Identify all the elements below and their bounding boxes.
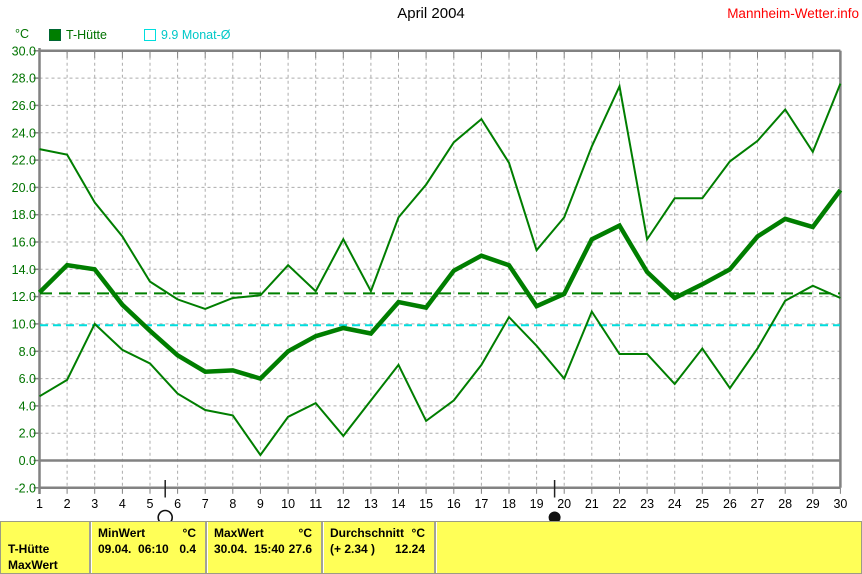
watermark-site-label: Mannheim-Wetter.info xyxy=(727,6,859,21)
x-tick-label: 28 xyxy=(778,497,792,511)
x-tick-label: 22 xyxy=(613,497,627,511)
maxwert-unit: °C xyxy=(298,526,312,540)
x-tick-label: 25 xyxy=(695,497,709,511)
legend-label-t-huette: T-Hütte xyxy=(66,28,107,42)
x-tick-label: 10 xyxy=(281,497,295,511)
y-tick-label: 18.0 xyxy=(12,208,36,222)
stats-col-labels: T-Hütte MaxWert xyxy=(1,522,89,573)
stats-table: T-Hütte MaxWert MinWert °C 09.04. 06:10 … xyxy=(0,521,862,574)
minwert-date: 09.04. 06:10 xyxy=(98,542,169,556)
station-label: T-Hütte xyxy=(8,542,50,556)
y-tick-label: 6.0 xyxy=(19,372,36,386)
x-tick-label: 17 xyxy=(474,497,488,511)
table-divider xyxy=(89,522,91,573)
durchschnitt-unit: °C xyxy=(411,526,425,540)
x-tick-label: 8 xyxy=(229,497,236,511)
x-tick-label: 27 xyxy=(751,497,765,511)
chart-title: April 2004 xyxy=(397,5,465,22)
durchschnitt-deviation: (+ 2.34 ) xyxy=(330,542,376,556)
y-tick-label: 24.0 xyxy=(12,126,36,140)
y-tick-label: 28.0 xyxy=(12,72,36,86)
table-divider xyxy=(205,522,207,573)
maxwert-value: 27.6 xyxy=(288,542,312,556)
maxwert-date: 30.04. 15:40 xyxy=(214,542,285,556)
x-tick-label: 14 xyxy=(392,497,406,511)
y-tick-label: 2.0 xyxy=(19,427,36,441)
x-tick-label: 15 xyxy=(419,497,433,511)
new-moon-icon xyxy=(548,511,561,521)
x-tick-label: 7 xyxy=(202,497,209,511)
temperature-line-chart: 30.028.026.024.022.020.018.016.014.012.0… xyxy=(12,44,847,521)
stats-col-empty xyxy=(436,522,861,573)
full-moon-icon xyxy=(157,509,173,521)
x-tick-label: 29 xyxy=(806,497,820,511)
maxwert-header: MaxWert xyxy=(214,526,264,540)
y-tick-label: -2.0 xyxy=(14,481,36,495)
y-tick-label: 0.0 xyxy=(19,454,36,468)
x-tick-label: 20 xyxy=(557,497,571,511)
x-tick-label: 19 xyxy=(530,497,544,511)
x-tick-label: 9 xyxy=(257,497,264,511)
durchschnitt-header: Durchschnitt xyxy=(330,526,405,540)
y-tick-label: 20.0 xyxy=(12,181,36,195)
x-tick-label: 2 xyxy=(64,497,71,511)
legend-item-monat-avg: 9.9 Monat-Ø xyxy=(144,28,230,42)
minwert-unit: °C xyxy=(182,526,196,540)
x-tick-label: 13 xyxy=(364,497,378,511)
x-tick-label: 3 xyxy=(91,497,98,511)
y-tick-label: 30.0 xyxy=(12,44,36,58)
x-tick-label: 4 xyxy=(119,497,126,511)
x-tick-label: 11 xyxy=(309,497,322,511)
x-tick-label: 16 xyxy=(447,497,461,511)
durchschnitt-value: 12.24 xyxy=(394,542,425,556)
stats-col-durchschnitt: Durchschnitt °C (+ 2.34 ) 12.24 xyxy=(323,522,434,573)
x-tick-label: 30 xyxy=(833,497,847,511)
x-tick-label: 6 xyxy=(174,497,181,511)
monat-avg-swatch-icon xyxy=(144,29,156,41)
legend-item-t-huette: T-Hütte xyxy=(49,28,107,42)
y-tick-label: 26.0 xyxy=(12,99,36,113)
curve-label: MaxWert xyxy=(8,558,58,572)
x-tick-label: 24 xyxy=(668,497,682,511)
table-divider xyxy=(321,522,323,573)
y-tick-label: 8.0 xyxy=(19,345,36,359)
t-huette-swatch-icon xyxy=(49,29,61,41)
x-tick-label: 26 xyxy=(723,497,737,511)
y-tick-label: 12.0 xyxy=(12,290,36,304)
x-tick-label: 5 xyxy=(147,497,154,511)
max-temp-line xyxy=(39,82,842,310)
mean-temp-line xyxy=(37,188,843,382)
x-tick-label: 1 xyxy=(36,497,43,511)
y-tick-label: 14.0 xyxy=(12,263,36,277)
stats-col-maxwert: MaxWert °C 30.04. 15:40 27.6 xyxy=(207,522,321,573)
y-axis-unit-label: °C xyxy=(15,27,30,41)
y-tick-label: 16.0 xyxy=(12,236,36,250)
stats-col-minwert: MinWert °C 09.04. 06:10 0.4 xyxy=(91,522,205,573)
y-tick-label: 10.0 xyxy=(12,317,36,331)
table-divider xyxy=(434,522,436,573)
min-temp-line xyxy=(38,284,841,457)
x-tick-label: 21 xyxy=(585,497,599,511)
x-tick-label: 12 xyxy=(336,497,350,511)
legend-label-monat-avg: 9.9 Monat-Ø xyxy=(161,28,231,42)
x-tick-label: 23 xyxy=(640,497,654,511)
minwert-header: MinWert xyxy=(98,526,146,540)
x-tick-label: 18 xyxy=(502,497,516,511)
y-tick-label: 4.0 xyxy=(19,399,36,413)
y-tick-label: 22.0 xyxy=(12,154,36,168)
minwert-value: 0.4 xyxy=(179,542,196,556)
